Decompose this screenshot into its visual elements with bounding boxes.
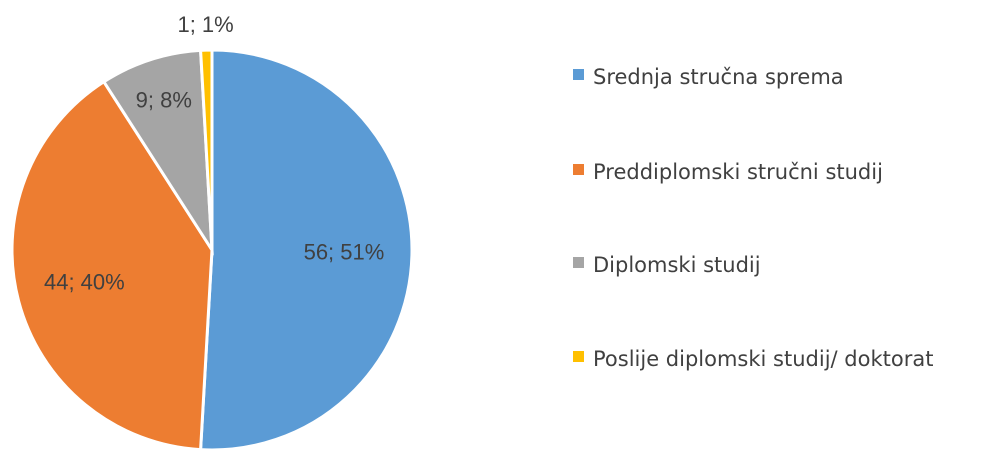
legend-swatch bbox=[573, 257, 584, 268]
pie-area: 56; 51% 44; 40% 9; 8% 1; 1% bbox=[10, 12, 414, 450]
legend-item: Diplomski studij bbox=[573, 248, 953, 282]
legend-label: Poslije diplomski studij/ doktorat bbox=[593, 347, 934, 371]
data-label: 1; 1% bbox=[177, 12, 233, 37]
legend-swatch bbox=[573, 351, 584, 362]
data-label: 56; 51% bbox=[304, 240, 385, 265]
legend-label: Diplomski studij bbox=[593, 253, 761, 277]
legend-label: Preddiplomski stručni studij bbox=[593, 160, 883, 184]
pie-slice bbox=[198, 48, 214, 251]
legend-item: Preddiplomski stručni studij bbox=[573, 155, 953, 189]
legend-swatch bbox=[573, 69, 584, 80]
pie-slice bbox=[101, 48, 214, 256]
legend-label: Srednja stručna sprema bbox=[593, 65, 844, 89]
pie-slice bbox=[199, 48, 414, 450]
legend-item: Srednja stručna sprema bbox=[573, 60, 953, 94]
legend-swatch bbox=[573, 164, 584, 175]
legend-item: Poslije diplomski studij/ doktorat bbox=[573, 342, 953, 376]
data-label: 9; 8% bbox=[136, 87, 192, 112]
data-label: 44; 40% bbox=[44, 269, 125, 294]
